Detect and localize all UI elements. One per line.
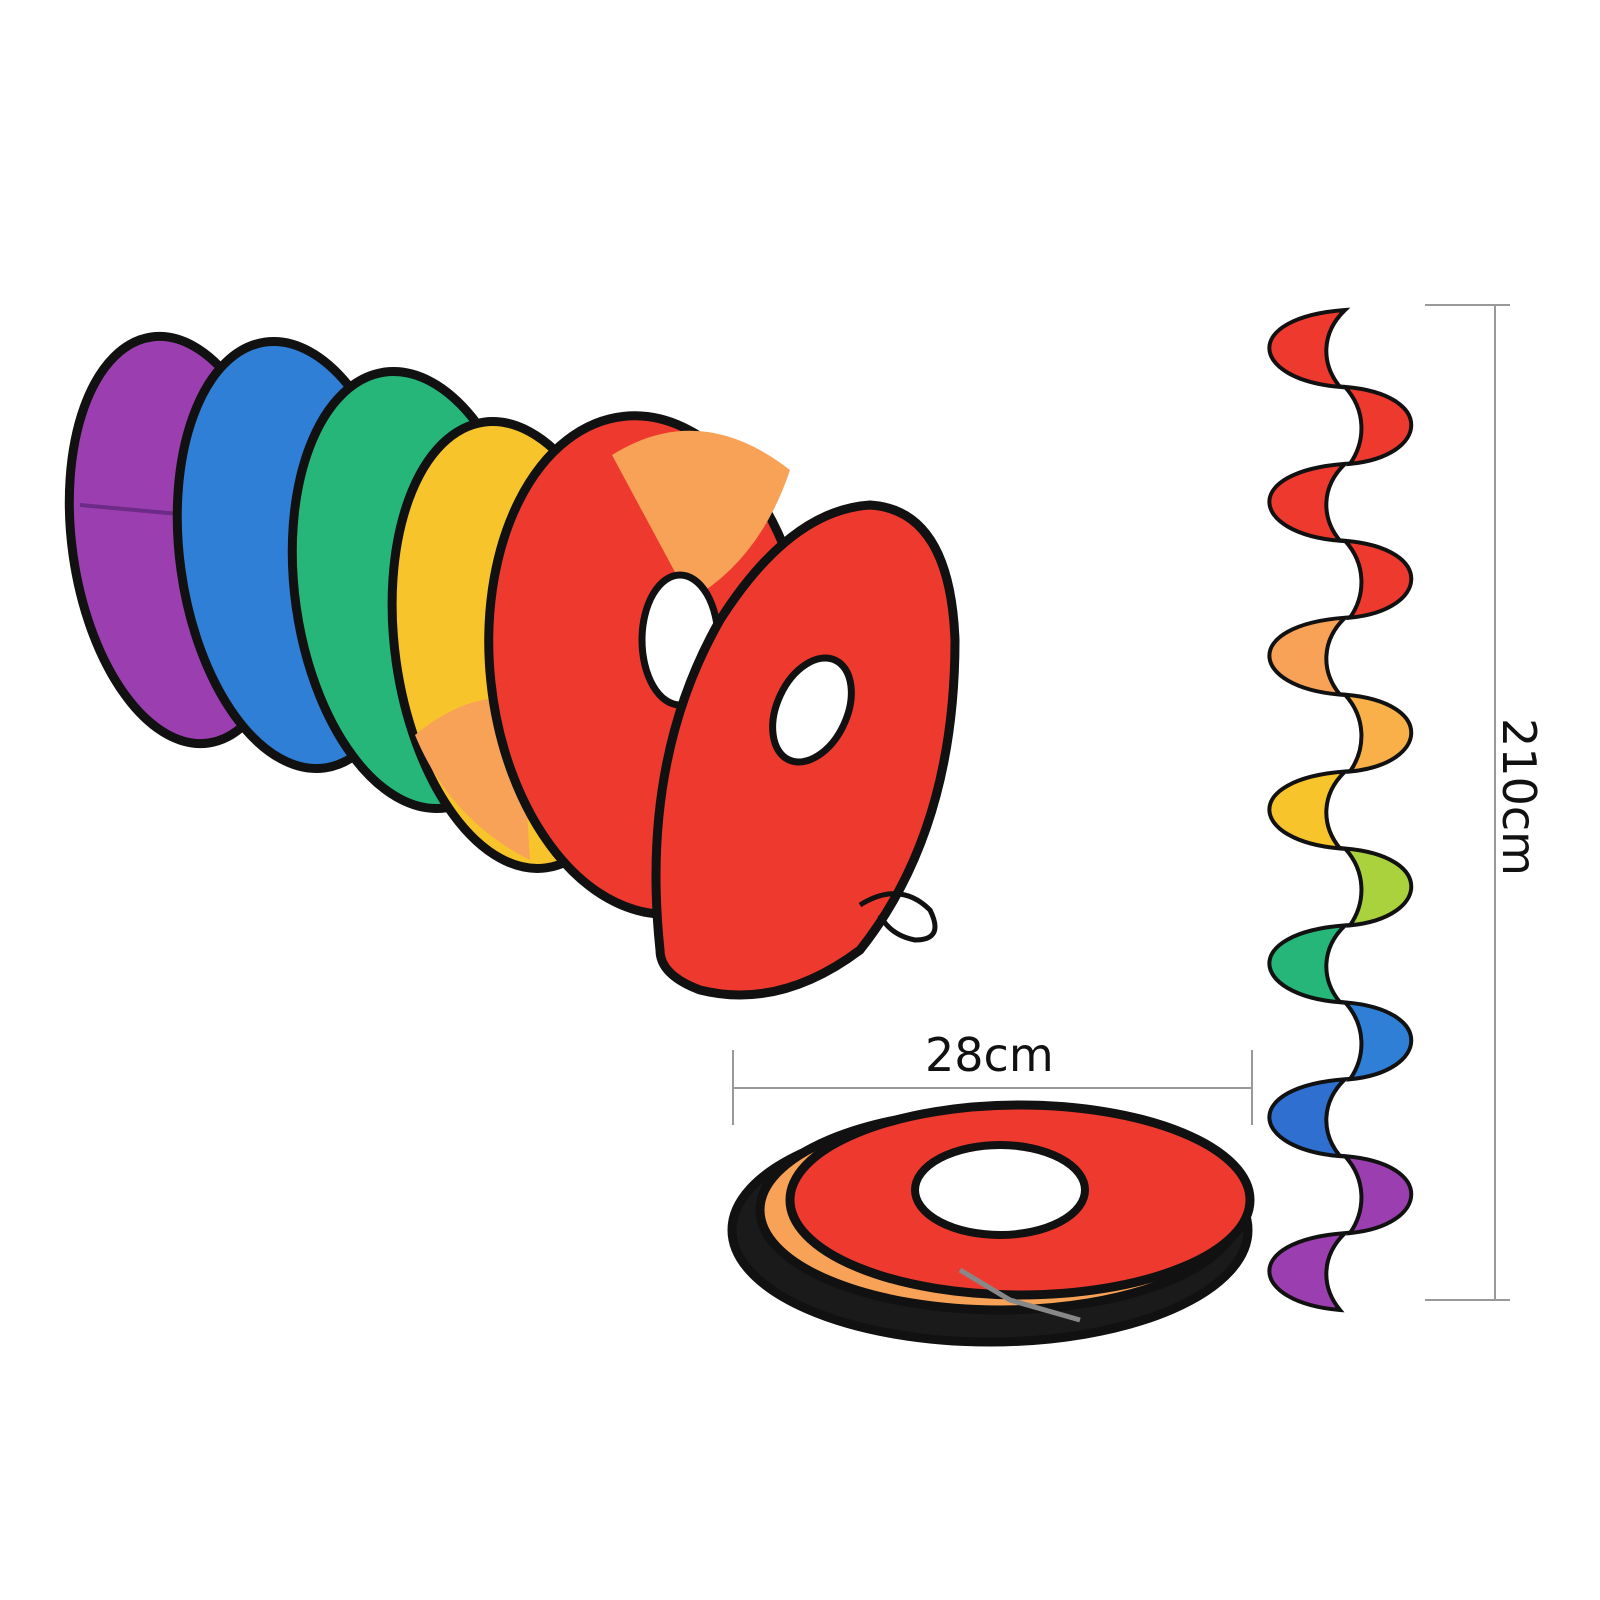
spiral-lobe	[1340, 999, 1414, 1082]
dimension-lines	[732, 304, 1510, 1301]
spiral-lobe	[1340, 384, 1414, 467]
length-label: 210cm	[1491, 718, 1546, 876]
spiral-lobe	[1267, 461, 1351, 544]
coil-purple-seam	[79, 503, 191, 517]
coil-front-hole	[769, 654, 855, 766]
coiled-spinner	[64, 331, 960, 1000]
extended-spiral	[1267, 307, 1414, 1313]
spiral-lobe	[1267, 922, 1351, 1005]
spiral-lobe	[1267, 1230, 1351, 1313]
spiral-lobe	[1267, 769, 1351, 851]
spiral-lobe	[1267, 307, 1351, 390]
spiral-lobe	[1267, 1076, 1351, 1159]
spiral-lobe	[1340, 538, 1414, 621]
spiral-lobe	[1340, 846, 1414, 928]
folded-spinner	[727, 1100, 1255, 1347]
spiral-lobe	[1267, 615, 1351, 698]
folded-hole	[911, 1141, 1089, 1239]
spiral-lobe	[1340, 692, 1414, 774]
width-label: 28cm	[925, 1028, 1054, 1082]
coil-hanging-loop	[858, 891, 938, 943]
folded-clip	[958, 1267, 1081, 1323]
coil-orange-top	[612, 430, 790, 600]
spiral-lobe	[1340, 1153, 1414, 1236]
